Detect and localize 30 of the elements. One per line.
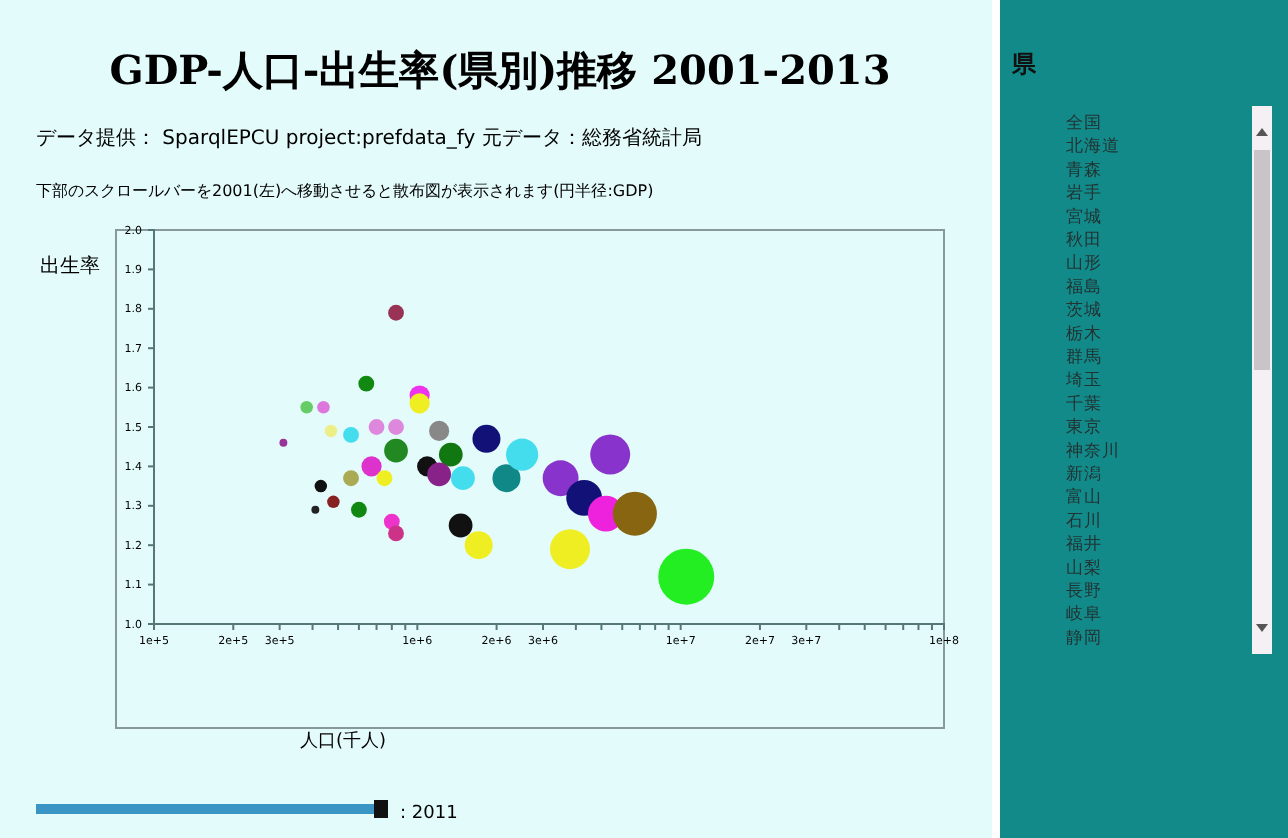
text: データ提供： SparqlEPCU project:prefdata_fy 元データ：総務省統計局	[36, 126, 702, 150]
x-axis-title: 人口(千人)	[300, 730, 387, 752]
text: 福島	[1066, 275, 1102, 298]
text: 富山	[1066, 486, 1102, 509]
text: 静岡	[1066, 626, 1102, 649]
text: 下部のスクロールバーを2001(左)へ移動させると散布図が表示されます(円半径:GDP)	[36, 182, 654, 200]
text: 千葉	[1066, 392, 1102, 415]
text: 東京	[1066, 416, 1102, 439]
text: 青森	[1066, 158, 1102, 181]
text: 神奈川	[1066, 439, 1120, 462]
text: 山形	[1066, 252, 1102, 275]
text: 栃木	[1066, 322, 1102, 345]
text: 埼玉	[1064, 369, 1102, 392]
text: 秋田	[1066, 229, 1102, 251]
text: 山梨	[1066, 556, 1102, 579]
y-axis-title: 出生率	[40, 254, 100, 278]
text: 岐阜	[1066, 603, 1102, 626]
text: 群馬	[1066, 346, 1102, 368]
text: 全国	[1066, 112, 1102, 134]
chart-title: GDP-人口-出生率(県別)推移 2001-2013	[109, 46, 891, 94]
text: 宮城	[1066, 205, 1102, 228]
text: : 2011	[400, 804, 458, 824]
text: 北海道	[1066, 135, 1120, 158]
text: 茨城	[1066, 299, 1102, 322]
text: 福井	[1066, 533, 1102, 556]
text: 長野	[1066, 580, 1102, 602]
text: 石川	[1066, 509, 1102, 532]
text: 岩手	[1066, 182, 1102, 205]
text: 新潟	[1066, 463, 1102, 485]
text: 県	[1010, 50, 1038, 78]
